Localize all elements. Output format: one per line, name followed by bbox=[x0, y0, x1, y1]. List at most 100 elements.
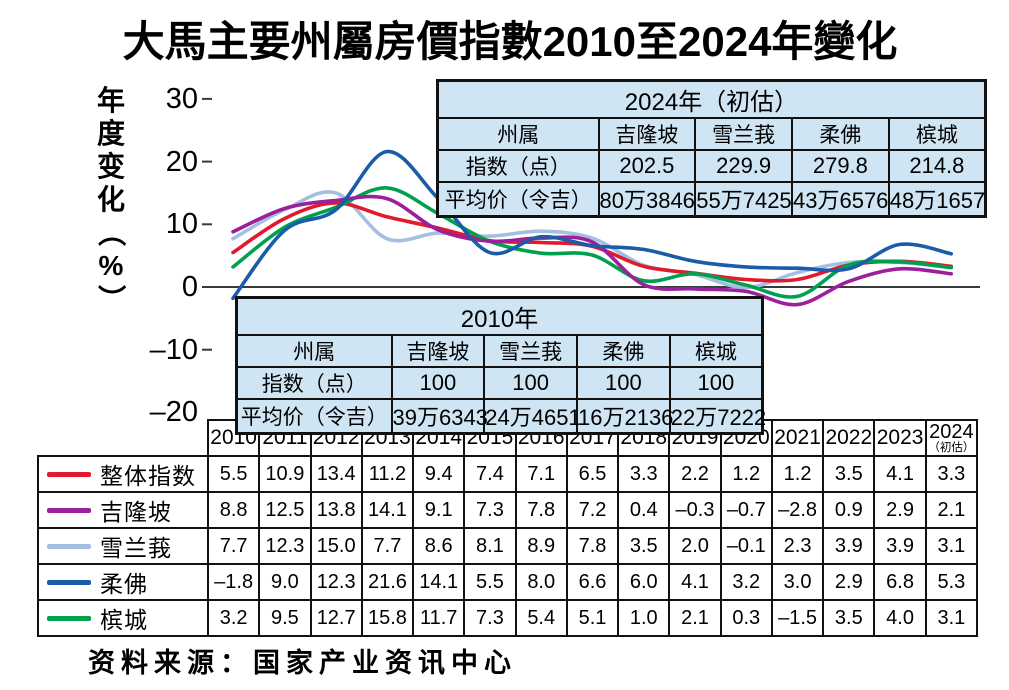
state-header-cell: 雪兰莪 bbox=[483, 334, 578, 368]
value-cell: 3.0 bbox=[770, 563, 825, 601]
value-cell: 9.0 bbox=[258, 563, 312, 601]
value-cell: 7.7 bbox=[360, 527, 415, 565]
value-cell: 0.3 bbox=[719, 599, 773, 637]
value-cell: 3.2 bbox=[719, 563, 773, 601]
value-cell: 3.3 bbox=[924, 455, 979, 493]
value-cell: 5.4 bbox=[514, 599, 568, 637]
value-cell: 9.5 bbox=[258, 599, 312, 637]
value-cell: 7.1 bbox=[514, 455, 568, 493]
legend-label: 整体指数 bbox=[100, 463, 196, 489]
y-axis-tick: –20 bbox=[149, 396, 198, 429]
state-header-cell: 吉隆坡 bbox=[597, 117, 697, 151]
year-header-cell: 2022 bbox=[822, 419, 876, 457]
value-cell: 279.8 bbox=[791, 149, 890, 183]
y-axis-tick: 20 bbox=[165, 145, 198, 178]
value-cell: 7.3 bbox=[463, 599, 517, 637]
value-cell: 9.4 bbox=[412, 455, 466, 493]
legend-cell: 整体指数 bbox=[37, 455, 209, 493]
value-cell: 8.0 bbox=[514, 563, 568, 601]
value-cell: 3.9 bbox=[822, 527, 876, 565]
source-note: 资料来源：国家产业资讯中心 bbox=[88, 648, 517, 678]
series-curve-1 bbox=[231, 194, 953, 307]
value-cell: 3.5 bbox=[822, 599, 876, 637]
legend-cell: 雪兰莪 bbox=[37, 527, 209, 565]
value-cell: 3.1 bbox=[924, 599, 979, 637]
value-cell: 8.8 bbox=[206, 491, 261, 529]
value-cell: 2.1 bbox=[668, 599, 722, 637]
value-cell: 100 bbox=[668, 366, 764, 400]
legend-label: 吉隆坡 bbox=[100, 499, 172, 525]
value-cell: 1.2 bbox=[770, 455, 825, 493]
value-cell: 24万4651 bbox=[483, 398, 581, 435]
value-cell: 7.3 bbox=[463, 491, 517, 529]
value-cell: 13.8 bbox=[309, 491, 363, 529]
legend-cell: 槟城 bbox=[37, 599, 209, 637]
value-cell: 214.8 bbox=[887, 149, 987, 183]
legend-line-swatch bbox=[47, 507, 91, 513]
value-cell: 6.5 bbox=[565, 455, 620, 493]
value-cell: 8.1 bbox=[463, 527, 517, 565]
state-header-cell: 柔佛 bbox=[791, 117, 890, 151]
value-cell: 7.4 bbox=[463, 455, 517, 493]
y-axis-title-char: % bbox=[98, 250, 124, 281]
y-axis-title-char: 化 bbox=[96, 184, 125, 215]
series-curve-4 bbox=[231, 186, 953, 299]
y-axis-title: 年度变化（%） bbox=[93, 84, 129, 315]
value-cell: 6.6 bbox=[565, 563, 620, 601]
value-cell: 11.7 bbox=[412, 599, 466, 637]
year-header-cell: 2023 bbox=[873, 419, 927, 457]
value-cell: 4.0 bbox=[873, 599, 927, 637]
value-cell: 16万2136 bbox=[576, 398, 673, 435]
value-cell: 5.1 bbox=[565, 599, 620, 637]
state-header-cell: 柔佛 bbox=[576, 334, 671, 368]
value-cell: 1.2 bbox=[719, 455, 773, 493]
state-header-cell: 槟城 bbox=[668, 334, 764, 368]
value-cell: 15.8 bbox=[360, 599, 415, 637]
value-cell: 6.8 bbox=[873, 563, 927, 601]
value-cell: 0.4 bbox=[617, 491, 671, 529]
value-cell: 48万1657 bbox=[887, 181, 987, 218]
value-cell: –0.1 bbox=[719, 527, 773, 565]
y-axis-tick: 10 bbox=[165, 208, 198, 241]
series-curve-3 bbox=[231, 149, 953, 301]
legend-cell: 柔佛 bbox=[37, 563, 209, 601]
legend-line-swatch bbox=[47, 543, 91, 549]
legend-line-swatch bbox=[47, 615, 91, 621]
corner-header-cell: 州属 bbox=[235, 334, 393, 368]
value-cell: 11.2 bbox=[360, 455, 415, 493]
value-cell: –0.3 bbox=[668, 491, 722, 529]
series-curves bbox=[231, 149, 953, 307]
value-cell: 1.0 bbox=[617, 599, 671, 637]
y-axis-title-char: 年 bbox=[96, 85, 125, 116]
value-cell: 6.0 bbox=[617, 563, 671, 601]
value-cell: 14.1 bbox=[360, 491, 415, 529]
value-cell: 3.5 bbox=[617, 527, 671, 565]
value-cell: 14.1 bbox=[412, 563, 466, 601]
y-axis-tick: –10 bbox=[149, 333, 198, 366]
year-header-cell: 2024 （初估） bbox=[924, 419, 979, 457]
value-cell: 13.4 bbox=[309, 455, 363, 493]
state-header-cell: 吉隆坡 bbox=[390, 334, 486, 368]
value-cell: 21.6 bbox=[360, 563, 415, 601]
legend-label: 槟城 bbox=[100, 607, 148, 633]
row-label-cell: 平均价（令吉） bbox=[235, 398, 393, 435]
value-cell: 3.2 bbox=[206, 599, 261, 637]
bottom-data-table: 2010 2011 2012 2013 2014 2015 2016 2017 2018 2019… bbox=[37, 419, 979, 637]
legend-label: 柔佛 bbox=[100, 571, 148, 597]
value-cell: –1.8 bbox=[206, 563, 261, 601]
y-axis-title-char: 变 bbox=[96, 151, 125, 182]
corner-header-cell: 州属 bbox=[436, 117, 600, 151]
legend-line-swatch bbox=[47, 579, 91, 585]
value-cell: 8.9 bbox=[514, 527, 568, 565]
value-cell: 2.0 bbox=[668, 527, 722, 565]
y-axis-title-char: 度 bbox=[96, 118, 125, 149]
value-cell: 2.3 bbox=[770, 527, 825, 565]
value-cell: 2.9 bbox=[873, 491, 927, 529]
y-axis-tick: 0 bbox=[181, 271, 198, 303]
value-cell: 4.1 bbox=[668, 563, 722, 601]
page-title: 大馬主要州屬房價指數2010至2024年變化 bbox=[122, 18, 898, 65]
value-cell: 9.1 bbox=[412, 491, 466, 529]
value-cell: 3.5 bbox=[822, 455, 876, 493]
table-2010-base: 2010年 州属 吉隆坡 雪兰莪 柔佛 槟城 指数（点） 100 100 100 100 平均价（令吉… bbox=[235, 296, 766, 435]
